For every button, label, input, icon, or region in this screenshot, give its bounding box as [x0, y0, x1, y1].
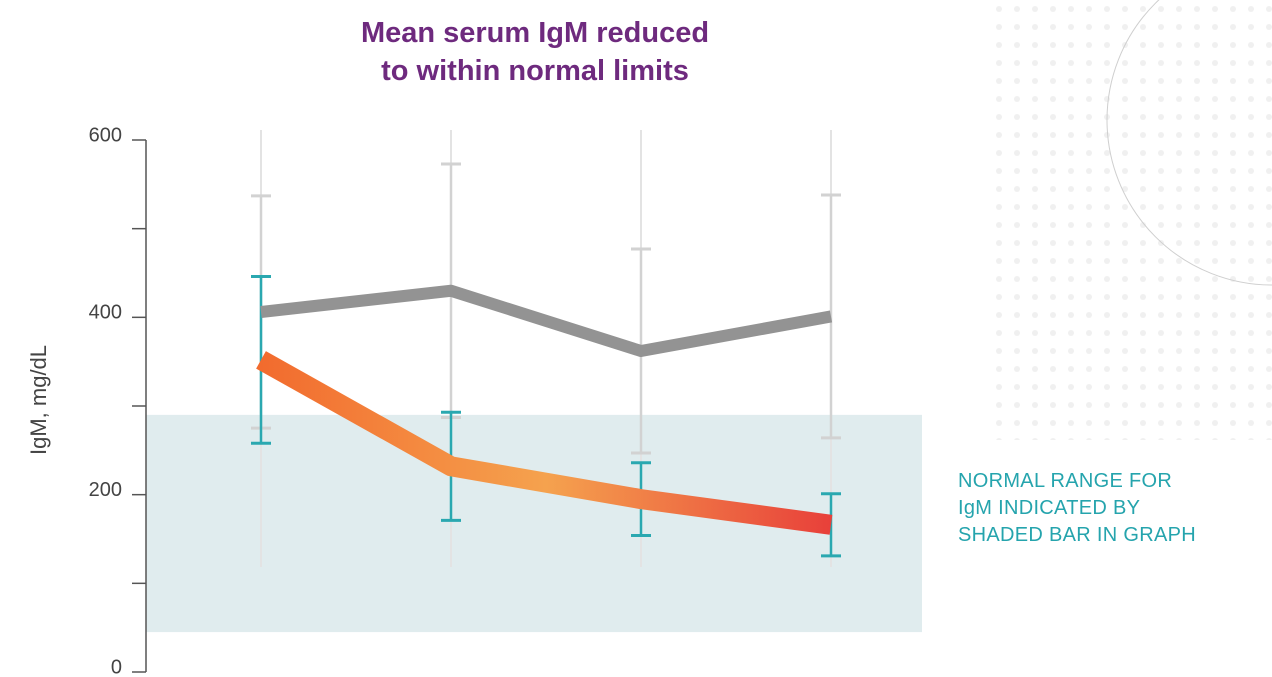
y-tick-label: 600 — [89, 124, 122, 146]
y-tick-label: 200 — [89, 479, 122, 501]
title-line: to within normal limits — [285, 52, 785, 90]
decoration — [995, 0, 1272, 440]
y-tick-label: 400 — [89, 302, 122, 324]
data-line — [261, 291, 831, 351]
y-axis-label: IgM, mg/dL — [26, 345, 51, 455]
y-tick-label: 0 — [111, 656, 122, 677]
chart: IgM, mg/dL 0 200 400 600 — [0, 0, 1272, 677]
annotation-line: IgM INDICATED BY — [958, 495, 1196, 522]
annotation-line: NORMAL RANGE FOR — [958, 468, 1196, 495]
title-line: Mean serum IgM reduced — [285, 14, 785, 52]
page: IgM, mg/dL 0 200 400 600 Mean serum IgM red… — [0, 0, 1272, 677]
annotation-line: SHADED BAR IN GRAPH — [958, 522, 1196, 549]
